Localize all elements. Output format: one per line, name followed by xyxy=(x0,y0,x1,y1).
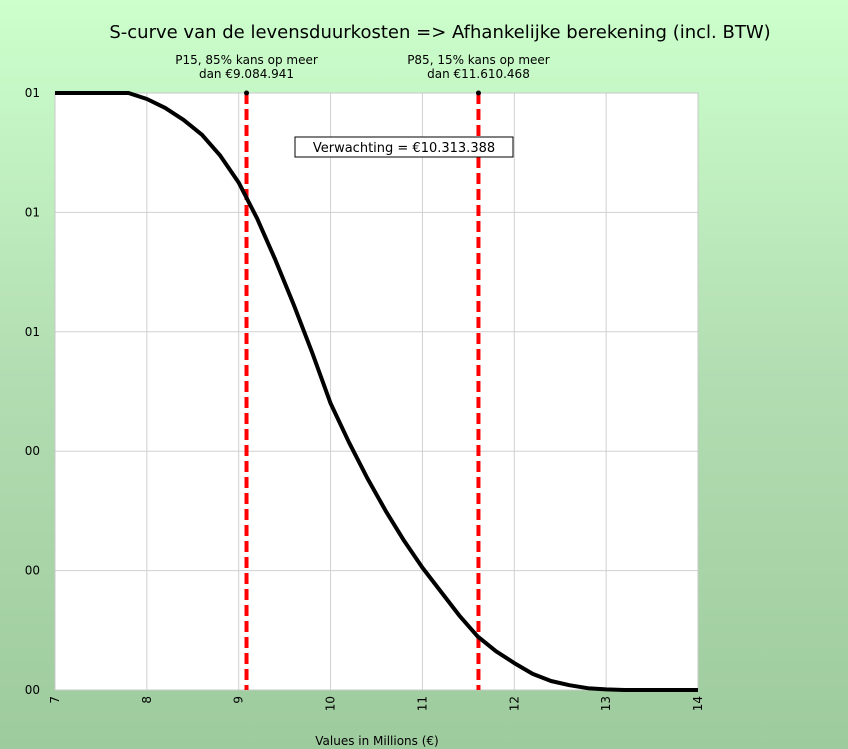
marker-label-line2: dan €11.610.468 xyxy=(427,67,530,81)
marker-label-line2: dan €9.084.941 xyxy=(199,67,294,81)
x-tick-label: 11 xyxy=(415,696,429,711)
x-tick-label: 9 xyxy=(232,696,246,704)
expectation-annotation: Verwachting = €10.313.388 xyxy=(294,136,514,158)
x-tick-label: 8 xyxy=(140,696,154,704)
gridlines xyxy=(54,92,699,691)
s-curve-line xyxy=(55,91,698,692)
expectation-label: Verwachting = €10.313.388 xyxy=(313,141,495,156)
y-tick-label: 01 xyxy=(25,325,40,339)
y-axis-ticks: 00 00 00 01 01 01 xyxy=(25,86,40,697)
x-axis-label: Values in Millions (€) xyxy=(315,734,438,748)
marker-point xyxy=(244,90,250,96)
y-tick-label: 00 xyxy=(25,444,40,458)
chart-title: S-curve van de levensduurkosten => Afhan… xyxy=(109,22,770,43)
x-tick-label: 7 xyxy=(48,696,62,704)
plot-border xyxy=(54,92,699,691)
x-tick-label: 14 xyxy=(691,696,705,711)
plot-area xyxy=(55,93,698,690)
y-tick-label: 00 xyxy=(25,564,40,578)
marker-label-line1: P15, 85% kans op meer xyxy=(175,53,318,67)
y-tick-label: 01 xyxy=(25,205,40,219)
marker-label-line1: P85, 15% kans op meer xyxy=(407,53,550,67)
x-tick-label: 10 xyxy=(324,696,338,711)
y-tick-label: 01 xyxy=(25,86,40,100)
x-axis-ticks: 7 8 9 10 11 12 13 14 xyxy=(48,696,705,711)
marker-point xyxy=(475,90,481,96)
x-tick-label: 13 xyxy=(599,696,613,711)
x-tick-label: 12 xyxy=(507,696,521,711)
y-tick-label: 00 xyxy=(25,683,40,697)
